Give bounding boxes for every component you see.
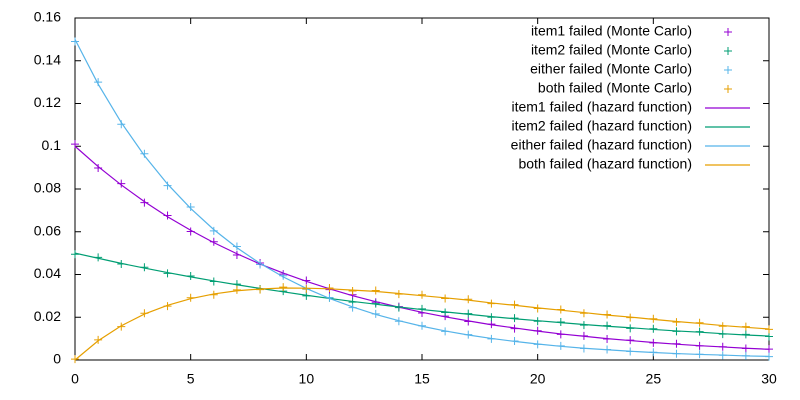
legend-marker xyxy=(724,47,732,55)
legend-label: either failed (hazard function) xyxy=(511,137,692,153)
y-tick-label: 0.16 xyxy=(34,9,61,25)
x-tick-label: 30 xyxy=(761,371,777,387)
y-tick-label: 0.02 xyxy=(34,308,61,324)
data-point xyxy=(71,37,79,46)
data-line xyxy=(74,145,770,350)
x-tick-label: 20 xyxy=(530,371,546,387)
legend-marker xyxy=(724,66,732,74)
y-tick-label: 0.14 xyxy=(34,51,61,67)
y-tick-label: 0.06 xyxy=(34,222,61,238)
x-tick-label: 0 xyxy=(71,371,79,387)
data-point xyxy=(232,285,241,294)
data-point xyxy=(279,283,288,292)
legend-label: both failed (Monte Carlo) xyxy=(538,80,692,96)
data-point xyxy=(94,335,103,344)
data-point xyxy=(163,181,172,190)
y-tick-label: 0.1 xyxy=(42,137,62,153)
data-point xyxy=(117,179,126,188)
legend-marker xyxy=(724,85,732,93)
legend-label: item1 failed (Monte Carlo) xyxy=(531,23,692,39)
legend-label: item2 failed (Monte Carlo) xyxy=(531,42,692,58)
data-line xyxy=(74,39,770,357)
x-tick-label: 10 xyxy=(299,371,315,387)
legend-marker xyxy=(724,28,732,36)
y-tick-label: 0 xyxy=(53,351,61,367)
data-point xyxy=(371,286,380,295)
data-point xyxy=(186,202,195,211)
data-point xyxy=(232,242,241,251)
legend-label: item1 failed (hazard function) xyxy=(511,99,692,115)
x-tick-label: 5 xyxy=(187,371,195,387)
x-tick-label: 15 xyxy=(414,371,430,387)
data-point xyxy=(765,325,773,334)
y-tick-label: 0.04 xyxy=(34,265,61,281)
data-point xyxy=(117,322,126,331)
data-point xyxy=(209,226,218,235)
data-line xyxy=(74,287,770,361)
legend-label: both failed (hazard function) xyxy=(518,156,692,172)
y-tick-label: 0.08 xyxy=(34,180,61,196)
data-point xyxy=(348,286,357,295)
x-tick-label: 25 xyxy=(646,371,662,387)
data-line xyxy=(74,252,770,337)
data-point xyxy=(418,290,426,299)
legend-label: item2 failed (hazard function) xyxy=(511,118,692,134)
legend-label: either failed (Monte Carlo) xyxy=(530,61,692,77)
y-tick-label: 0.12 xyxy=(34,94,61,110)
data-point xyxy=(71,355,79,364)
